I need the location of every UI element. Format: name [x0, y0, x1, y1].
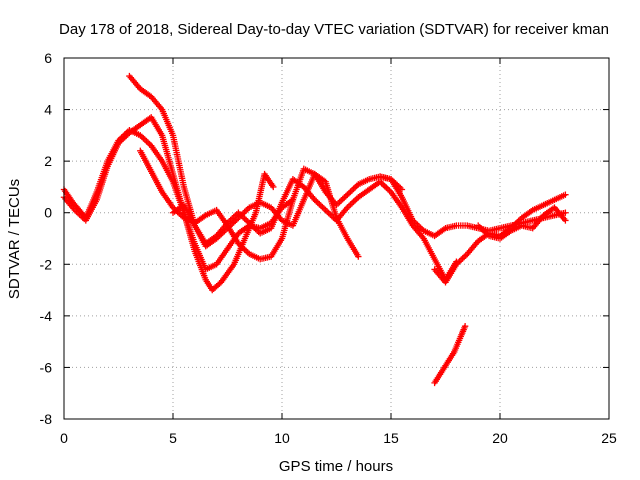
- x-tick-label: 10: [274, 430, 290, 446]
- data-point: [562, 217, 569, 224]
- y-tick-label: 2: [44, 153, 52, 169]
- y-axis-label: SDTVAR / TECUs: [6, 179, 23, 299]
- y-tick-label: 0: [44, 205, 52, 221]
- x-tick-label: 15: [383, 430, 399, 446]
- y-tick-label: -2: [40, 256, 53, 272]
- series-arc-4: [137, 147, 406, 263]
- data-point: [562, 191, 569, 198]
- y-tick-label: 4: [44, 102, 52, 118]
- data-point: [270, 183, 277, 191]
- data-point: [562, 209, 569, 216]
- x-tick-label: 25: [601, 430, 617, 446]
- x-tick-label: 0: [60, 430, 68, 446]
- series-arc-8: [475, 204, 569, 242]
- data-point: [355, 253, 362, 260]
- series-arc-7: [431, 191, 569, 286]
- x-tick-label: 5: [169, 430, 177, 446]
- ticks: 0 5 10 15 20 25 -8 -6 -4 -2 0 2 4 6: [40, 50, 617, 446]
- x-tick-label: 20: [492, 430, 508, 446]
- series-arc-9: [431, 322, 469, 387]
- chart-title: Day 178 of 2018, Sidereal Day-to-day VTE…: [59, 21, 609, 38]
- plot-frame: [63, 57, 610, 420]
- y-tick-label: -6: [40, 359, 53, 375]
- x-axis-label: GPS time / hours: [279, 458, 393, 475]
- y-tick-label: -4: [40, 308, 53, 324]
- data-point: [461, 322, 469, 330]
- y-tick-label: -8: [40, 411, 53, 427]
- y-tick-label: 6: [44, 50, 52, 66]
